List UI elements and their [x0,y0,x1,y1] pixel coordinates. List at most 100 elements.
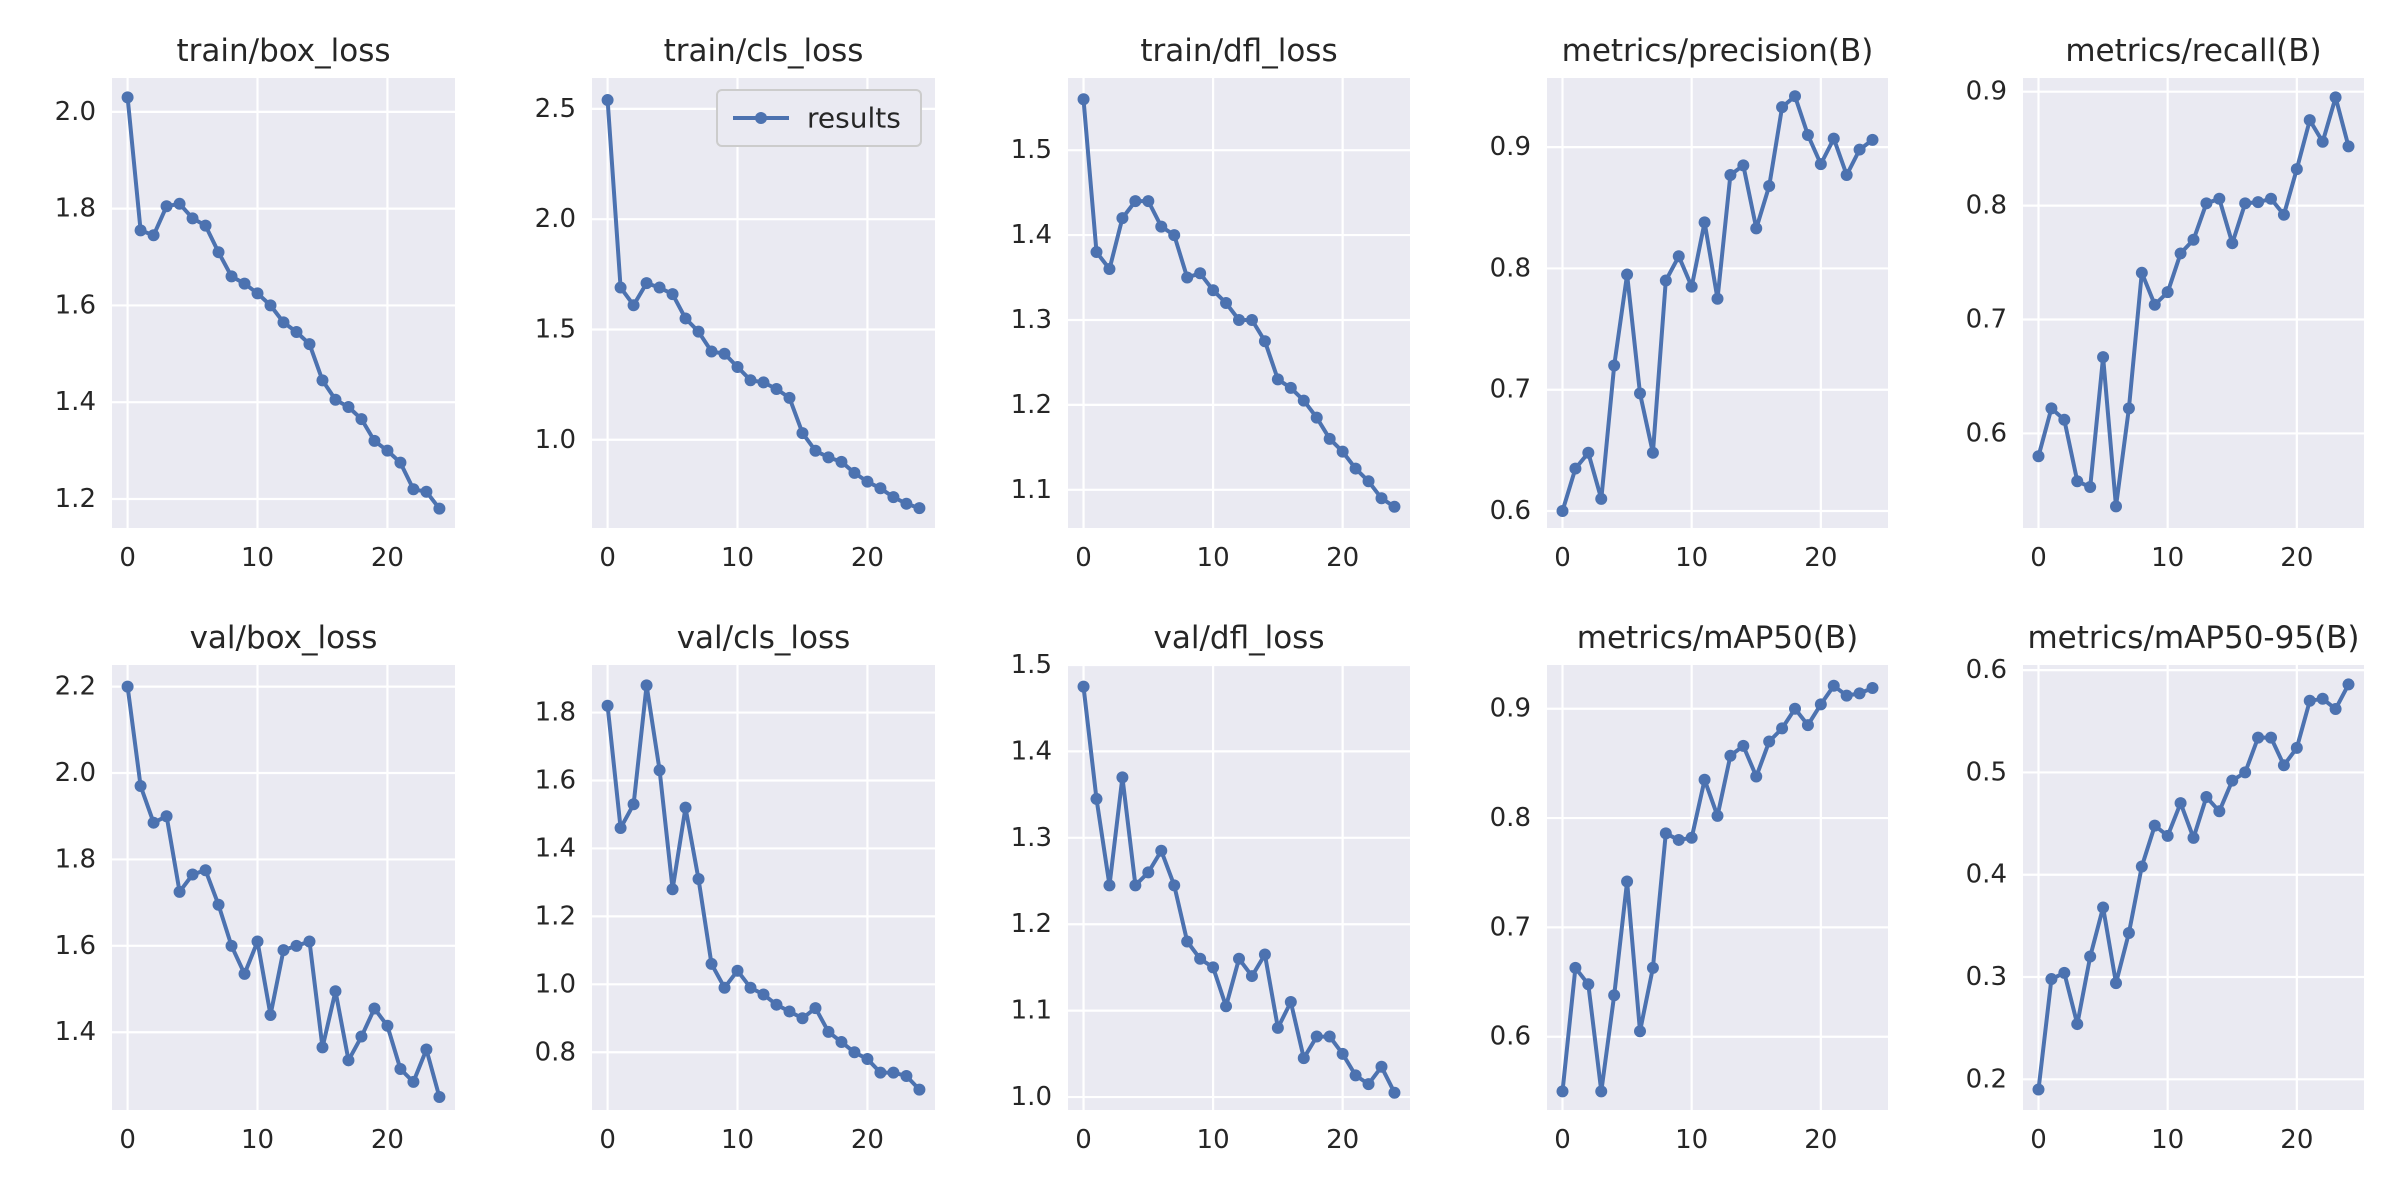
x-tick-label: 10 [1197,543,1230,573]
data-point [796,427,809,440]
data-point [1194,952,1207,965]
data-point [303,338,316,351]
data-point [2032,1083,2045,1096]
data-point [1814,698,1827,711]
data-point [1827,132,1840,145]
data-point [186,868,199,881]
data-point [874,482,887,495]
data-point [1776,722,1789,735]
data-point [1750,222,1763,235]
data-point [1685,280,1698,293]
data-point [1801,129,1814,142]
data-point [2110,977,2122,990]
x-tick-label: 10 [241,543,274,573]
data-point [2135,860,2148,873]
data-point [2329,702,2342,715]
x-tick-label: 0 [599,1125,616,1155]
data-point [2071,1018,2084,1031]
y-tick-label: 2.0 [55,97,96,127]
subplot-title: metrics/recall(B) [2065,33,2321,69]
y-tick-label: 0.5 [1966,757,2007,787]
data-point [394,456,407,469]
data-point [1207,961,1220,974]
subplot-metrics-map50-b: 0.6 0.7 0.8 0.9 0 10 20 metrics/mAP50(B) [1490,620,1888,1155]
y-tick-label: 1.1 [1011,996,1052,1026]
data-point [1155,844,1168,857]
data-point [2226,774,2239,787]
x-tick-label: 10 [721,543,754,573]
data-point [627,798,640,811]
data-point [1155,220,1168,233]
data-point [1569,462,1582,475]
data-point [1698,773,1711,786]
y-tick-label: 1.8 [55,194,96,224]
x-tick-label: 0 [2030,543,2047,573]
data-point [900,1070,913,1083]
data-point [2252,196,2265,209]
data-point [666,883,679,896]
y-tick-label: 1.5 [1011,650,1052,680]
data-point [1840,169,1853,182]
subplot-metrics-recall-b: 0.6 0.7 0.8 0.9 0 10 20 metrics/recall(B) [1966,33,2364,573]
subplot-metrics-precision-b: 0.6 0.7 0.8 0.9 0 10 20 metrics/precision(B) [1490,33,1888,573]
data-point [2239,766,2252,779]
data-point [2148,298,2161,311]
data-point [2187,831,2200,844]
data-point [173,885,186,898]
data-point [1090,246,1103,259]
data-point [1181,271,1194,284]
y-tick-label: 1.0 [535,969,576,999]
y-tick-label: 1.0 [1011,1082,1052,1112]
data-point [1634,387,1646,400]
data-point [1220,1000,1233,1013]
data-point [887,491,900,504]
data-point [342,1054,355,1067]
plot-area [112,78,455,528]
y-tick-label: 1.4 [55,387,96,417]
subplot-metrics-map50-95-b: 0.2 0.3 0.4 0.5 0.6 0 10 20 metrics/mAP50-95(B) [1966,620,2364,1155]
data-point [1077,680,1090,693]
data-point [2174,797,2187,810]
plot-area [112,665,455,1110]
y-tick-label: 1.6 [535,765,576,795]
data-point [121,680,134,693]
data-point [2045,402,2058,415]
data-point [134,224,147,237]
data-point [1750,770,1763,783]
data-point [2277,208,2290,221]
data-point [718,347,731,360]
data-point [2226,237,2239,250]
x-tick-label: 0 [599,543,616,573]
data-point [692,325,705,338]
data-point [1776,101,1789,114]
data-point [264,299,277,312]
data-point [705,345,718,358]
plot-area [2023,665,2364,1110]
data-point [861,1053,874,1066]
data-point [601,94,614,107]
data-point [1866,133,1879,146]
data-point [1233,313,1245,326]
subplot-val-dfl-loss: 1.0 1.1 1.2 1.3 1.4 1.5 0 10 20 val/dfl_loss [1011,620,1410,1155]
data-point [381,1019,394,1032]
data-point [1375,492,1388,505]
data-point [1388,500,1401,513]
data-point [1659,274,1672,287]
data-point [1323,1030,1336,1043]
x-tick-label: 20 [1326,543,1359,573]
data-point [1582,978,1595,991]
data-point [2071,475,2084,488]
data-point [2097,901,2110,914]
data-point [238,277,251,290]
plot-area [1068,665,1410,1110]
y-tick-label: 1.5 [1011,135,1052,165]
data-point [1853,687,1866,700]
data-point [640,679,653,692]
y-tick-label: 1.8 [535,698,576,728]
data-point [1724,169,1737,182]
data-point [1116,771,1129,784]
x-tick-label: 20 [371,543,404,573]
data-point [2329,91,2342,104]
data-point [653,281,666,294]
y-tick-label: 0.9 [1490,694,1531,724]
